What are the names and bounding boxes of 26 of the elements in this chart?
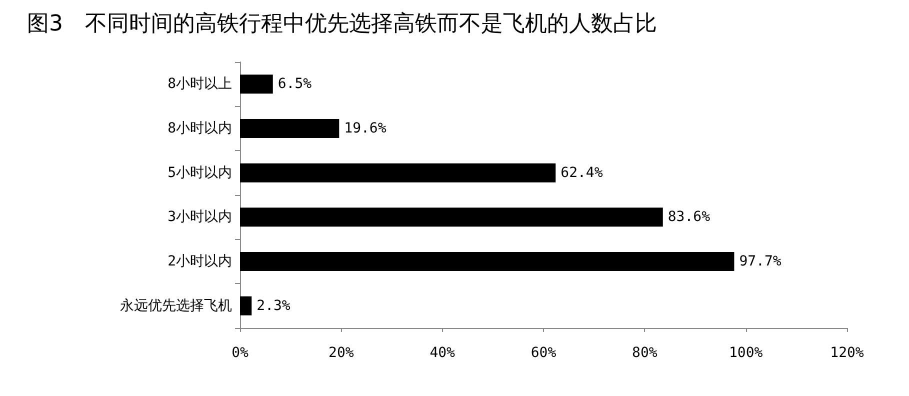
data-label: 2.3% [256,298,291,314]
data-label: 83.6% [668,209,711,226]
bar [240,74,273,94]
bar [240,119,340,138]
x-tick-label: 60% [530,345,557,361]
bar [240,208,663,227]
bar [240,296,252,316]
x-tick-label: 40% [430,345,456,361]
x-tick-label: 20% [328,345,354,361]
x-tick-label: 100% [728,345,764,361]
y-tick-label: 5小时以内 [168,164,232,181]
y-tick-label: 永远优先选择飞机 [120,298,232,314]
chart-title: 图3 不同时间的高铁行程中优先选择高铁而不是飞机的人数占比 [27,12,657,36]
y-tick-label: 2小时以内 [168,254,232,270]
x-tick-label: 0% [232,345,249,361]
data-label: 6.5% [278,76,312,92]
bar [240,252,734,271]
data-label: 97.7% [739,254,782,270]
bar [240,163,556,182]
y-tick-label: 8小时以上 [168,76,232,92]
x-tick-label: 120% [830,345,864,361]
data-label: 19.6% [344,120,387,136]
y-tick-label: 8小时以内 [168,120,232,136]
x-tick-label: 80% [632,345,658,361]
data-label: 62.4% [560,164,604,181]
y-tick-label: 3小时以内 [168,209,232,226]
